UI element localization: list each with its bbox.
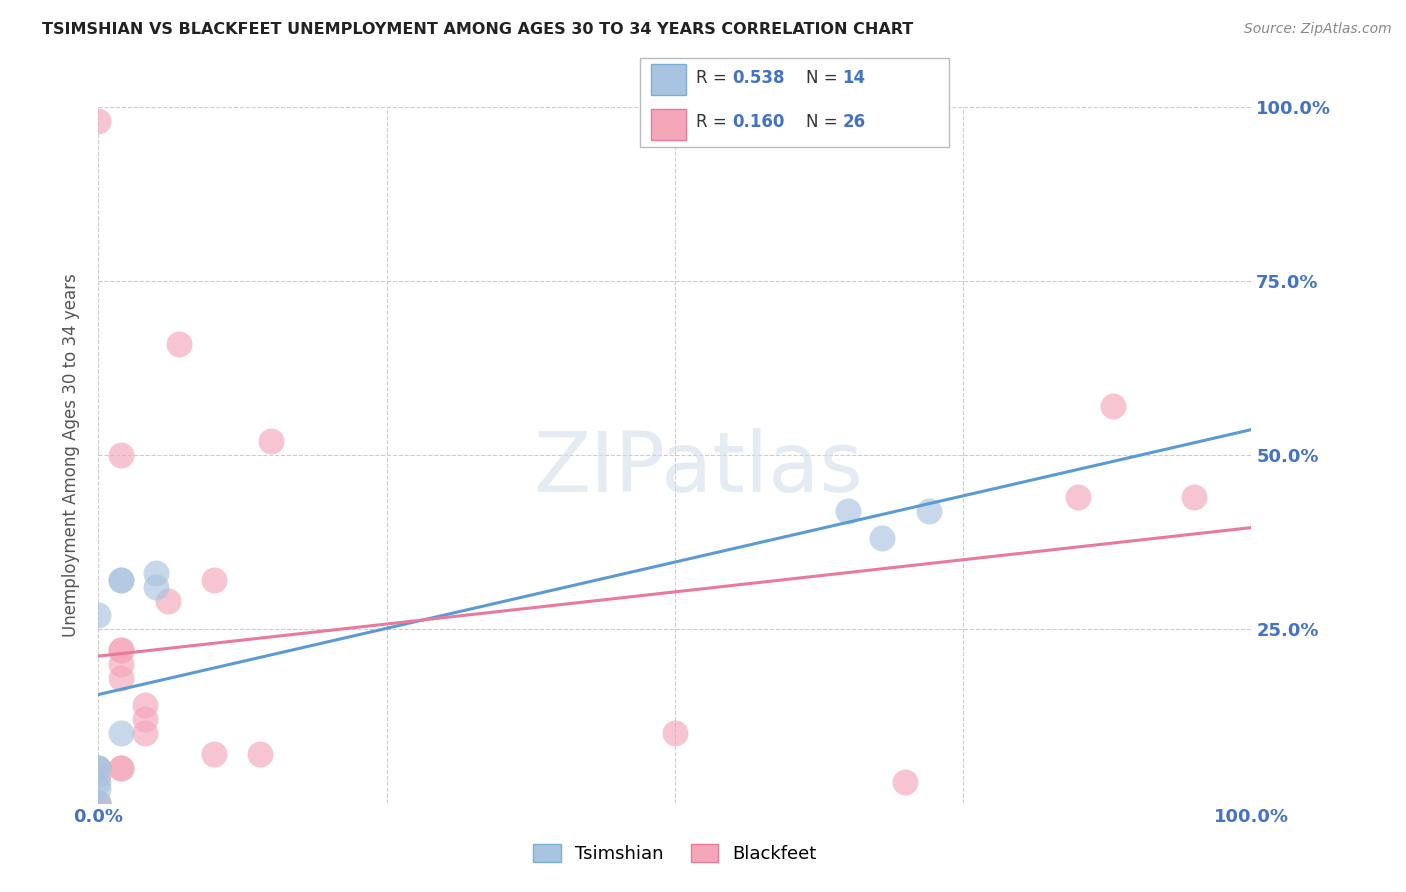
Text: 0.160: 0.160 <box>733 113 785 131</box>
Point <box>1067 490 1090 504</box>
Point <box>87 796 110 810</box>
Point <box>156 594 179 608</box>
Point <box>202 573 225 587</box>
Point <box>87 768 110 782</box>
Point <box>110 726 132 740</box>
Legend: Tsimshian, Blackfeet: Tsimshian, Blackfeet <box>526 837 824 871</box>
Point <box>87 761 110 775</box>
Point <box>894 775 917 789</box>
Point <box>110 573 132 587</box>
Point <box>110 657 132 671</box>
Text: 0.538: 0.538 <box>733 69 785 87</box>
Point <box>110 761 132 775</box>
Point <box>837 503 859 517</box>
Point <box>202 747 225 761</box>
Point <box>872 532 894 546</box>
Point <box>145 566 167 581</box>
Text: R =: R = <box>696 113 733 131</box>
Point <box>87 114 110 128</box>
Text: 26: 26 <box>842 113 865 131</box>
Point <box>110 448 132 462</box>
Point <box>87 775 110 789</box>
Point <box>110 761 132 775</box>
Point <box>87 761 110 775</box>
Text: ZIPatlas: ZIPatlas <box>533 428 863 509</box>
Point <box>1102 399 1125 413</box>
Point <box>134 698 156 713</box>
Point <box>145 580 167 594</box>
Point <box>87 796 110 810</box>
Text: 14: 14 <box>842 69 865 87</box>
Point <box>87 796 110 810</box>
Point <box>260 434 283 448</box>
Point <box>1182 490 1205 504</box>
Point <box>87 781 110 796</box>
Text: TSIMSHIAN VS BLACKFEET UNEMPLOYMENT AMONG AGES 30 TO 34 YEARS CORRELATION CHART: TSIMSHIAN VS BLACKFEET UNEMPLOYMENT AMON… <box>42 22 914 37</box>
Text: Source: ZipAtlas.com: Source: ZipAtlas.com <box>1244 22 1392 37</box>
Y-axis label: Unemployment Among Ages 30 to 34 years: Unemployment Among Ages 30 to 34 years <box>62 273 80 637</box>
Text: N =: N = <box>806 69 842 87</box>
Text: N =: N = <box>806 113 842 131</box>
Point <box>167 336 190 351</box>
Point <box>110 573 132 587</box>
Point <box>664 726 686 740</box>
Text: R =: R = <box>696 69 733 87</box>
Point <box>917 503 939 517</box>
Point <box>134 712 156 726</box>
Point <box>110 642 132 657</box>
Point <box>249 747 271 761</box>
Point <box>110 671 132 685</box>
Point <box>87 607 110 622</box>
Point <box>87 761 110 775</box>
Point <box>134 726 156 740</box>
Point <box>110 642 132 657</box>
